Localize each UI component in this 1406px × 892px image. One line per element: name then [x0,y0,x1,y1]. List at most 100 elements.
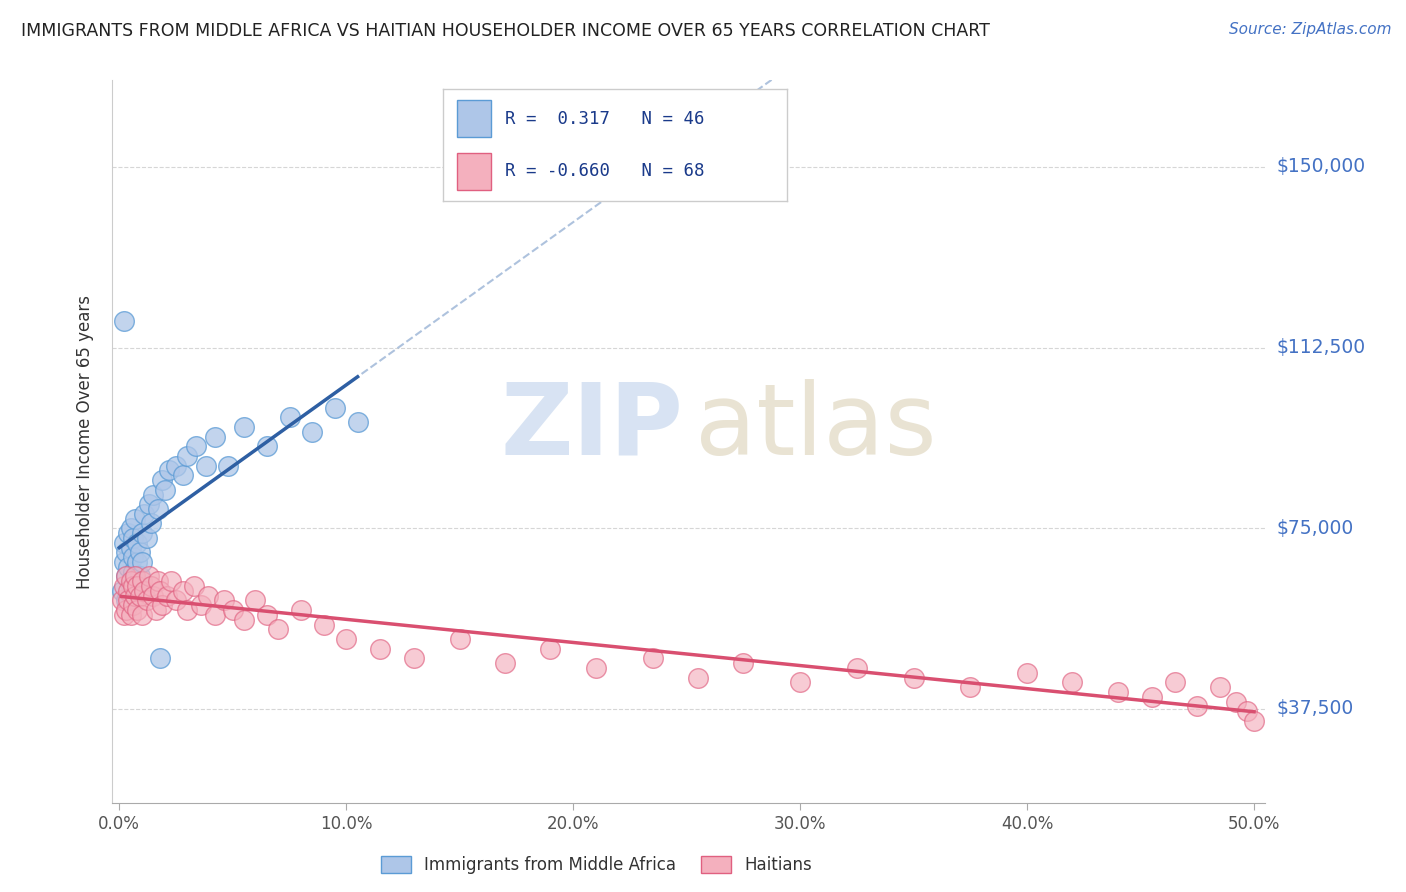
Text: R =  0.317   N = 46: R = 0.317 N = 46 [505,110,704,128]
Point [540,641,562,656]
Point [157,463,180,477]
Point [152,599,174,613]
Point [245,593,267,607]
Point [120,607,142,622]
Point [194,458,217,473]
Point [115,569,138,583]
Point [131,555,153,569]
Point [183,579,205,593]
Point [117,526,139,541]
Point [153,483,176,497]
Legend: Immigrants from Middle Africa, Haitians: Immigrants from Middle Africa, Haitians [381,855,813,874]
Text: atlas: atlas [695,378,936,475]
Point [112,579,135,593]
Point [233,420,256,434]
Point [122,531,145,545]
Point [197,589,219,603]
Point [186,439,208,453]
Point [176,603,198,617]
Point [1187,699,1209,714]
Point [172,468,194,483]
Point [112,535,135,549]
Point [124,511,146,525]
Point [641,651,664,665]
Point [1225,695,1247,709]
Point [335,632,357,646]
Point [110,583,132,598]
Point [127,555,149,569]
Point [494,656,516,670]
Point [301,425,323,439]
Point [135,531,157,545]
Point [368,641,391,656]
Point [1243,714,1265,728]
Point [845,661,868,675]
Point [120,541,142,555]
Point [117,593,139,607]
Point [138,497,160,511]
Point [115,545,138,559]
Point [204,607,226,622]
Point [256,607,278,622]
Point [165,593,187,607]
Point [115,593,138,607]
Point [124,574,146,589]
Point [120,521,142,535]
Point [131,526,153,541]
Point [1236,704,1258,718]
Point [278,410,301,425]
Point [127,535,149,549]
Point [124,569,146,583]
Point [789,675,811,690]
FancyBboxPatch shape [457,100,491,137]
Point [142,589,165,603]
Point [146,502,169,516]
Point [190,599,212,613]
Point [134,507,156,521]
Point [152,473,174,487]
Point [122,579,145,593]
Text: $150,000: $150,000 [1277,158,1365,177]
Point [115,569,138,583]
Point [135,593,157,607]
Text: R = -0.660   N = 68: R = -0.660 N = 68 [505,162,704,180]
Text: $37,500: $37,500 [1277,699,1354,718]
Text: $112,500: $112,500 [1277,338,1365,357]
Point [112,607,135,622]
Point [122,599,145,613]
Point [312,617,335,632]
Point [117,583,139,598]
Point [217,458,239,473]
Point [149,583,172,598]
Point [127,603,149,617]
Text: IMMIGRANTS FROM MIDDLE AFRICA VS HAITIAN HOUSEHOLDER INCOME OVER 65 YEARS CORREL: IMMIGRANTS FROM MIDDLE AFRICA VS HAITIAN… [21,22,990,40]
Text: Source: ZipAtlas.com: Source: ZipAtlas.com [1229,22,1392,37]
Point [903,671,925,685]
Point [404,651,426,665]
Point [686,671,709,685]
Point [120,574,142,589]
Point [122,550,145,565]
Point [145,603,167,617]
Point [267,623,290,637]
Point [142,487,165,501]
Point [146,574,169,589]
Point [139,579,162,593]
Point [156,589,179,603]
Point [160,574,183,589]
Y-axis label: Householder Income Over 65 years: Householder Income Over 65 years [76,294,94,589]
Point [139,516,162,531]
Point [122,565,145,579]
Point [733,656,755,670]
Point [290,603,312,617]
Text: $75,000: $75,000 [1277,519,1354,538]
Point [134,583,156,598]
Point [128,569,150,583]
Point [149,651,172,665]
Point [127,579,149,593]
Point [585,661,607,675]
Point [117,559,139,574]
Point [131,607,153,622]
Text: ZIP: ZIP [501,378,683,475]
Point [172,583,194,598]
